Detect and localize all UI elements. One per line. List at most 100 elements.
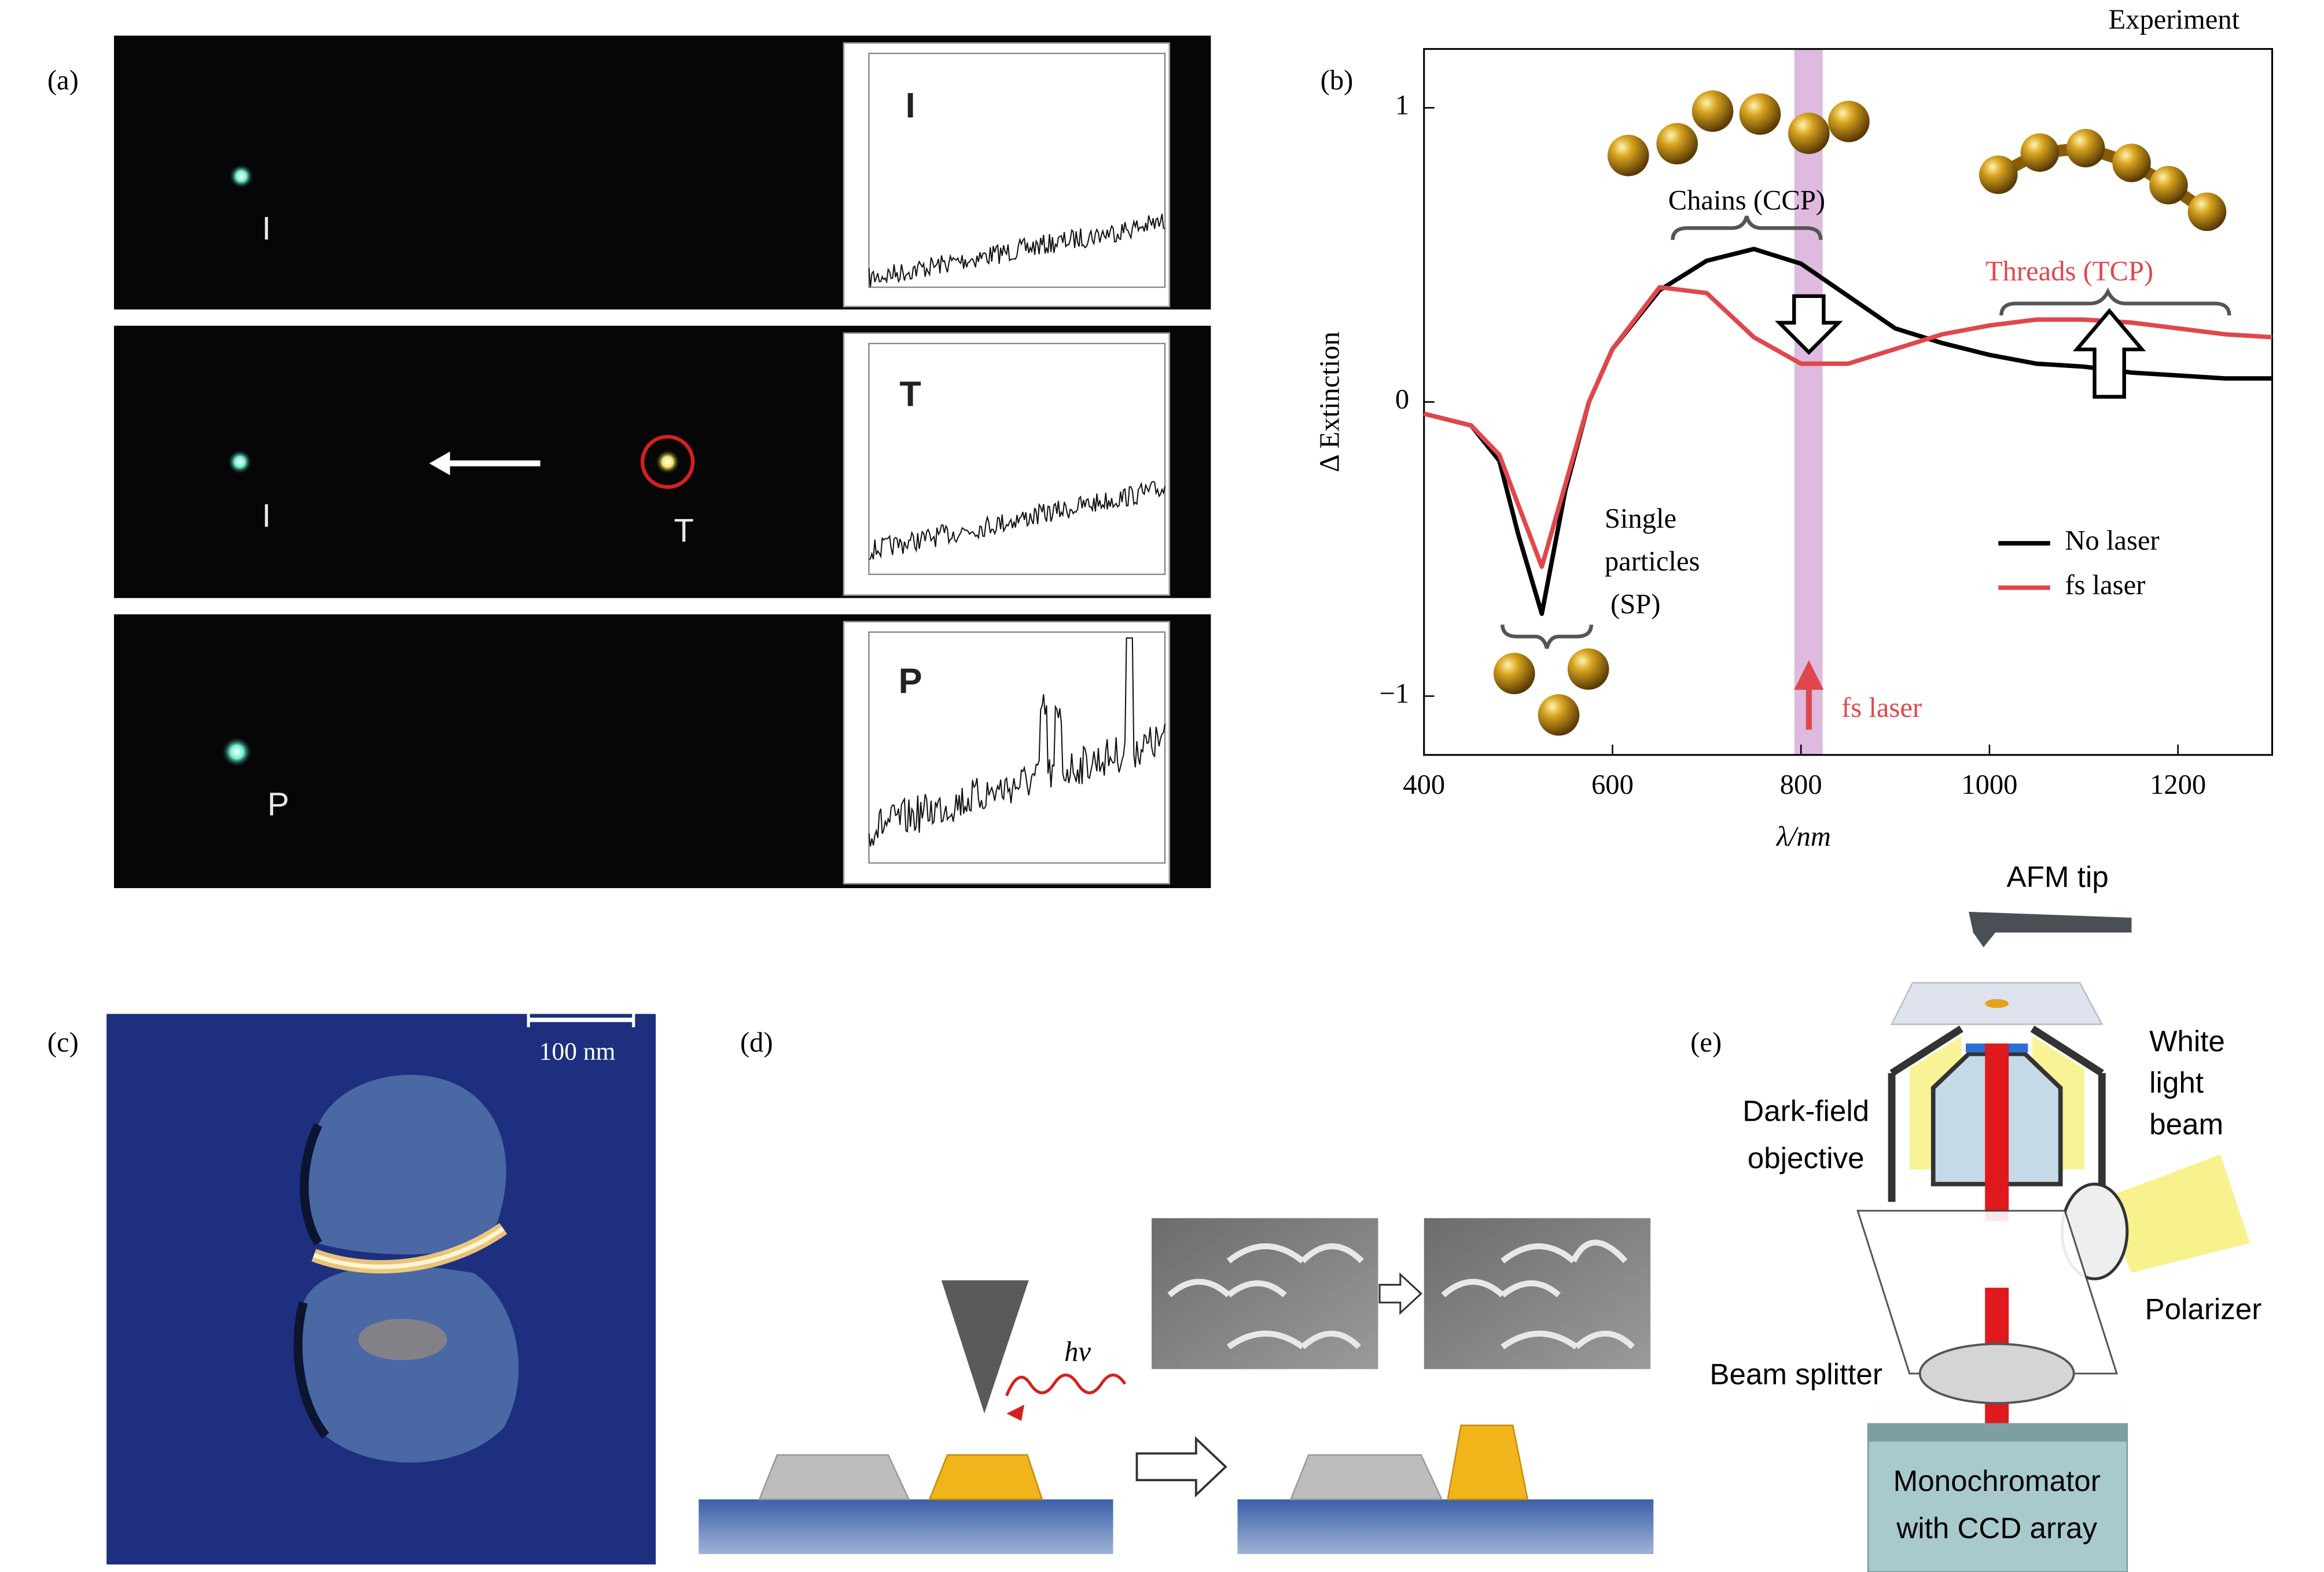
inset-label: I [906, 86, 915, 126]
junction [312, 1227, 505, 1269]
sem-feature [1441, 1239, 1635, 1350]
arrow-head [429, 451, 450, 476]
objective-housing [1888, 1025, 2106, 1202]
substrate [1237, 1499, 1654, 1555]
spectrum-trace [868, 213, 1165, 287]
white-beam [2102, 1154, 2251, 1273]
annotation: Experiment [2108, 4, 2240, 35]
process-arrow [1135, 1436, 1227, 1498]
photon-wave [1005, 1374, 1127, 1397]
panel-e: AFM tip White light beam Dark-field obje… [1709, 860, 2262, 1572]
inset [843, 42, 1171, 307]
spectrum-trace [869, 481, 1166, 560]
nanoparticle [2187, 192, 2227, 231]
x-tick-label: 400 [1403, 769, 1445, 800]
x-axis-label: λ/nm [1775, 821, 1831, 852]
inset-label: P [899, 661, 922, 701]
shadow [300, 1122, 322, 1246]
annotation: (SP) [1610, 588, 1660, 620]
spot [222, 737, 252, 767]
ccd-array [1868, 1423, 2127, 1442]
nanoparticle [1788, 112, 1830, 154]
brace [1671, 215, 1823, 240]
nanoparticle [2066, 128, 2105, 168]
sem-image [1152, 1218, 1378, 1369]
annotation: Chains (CCP) [1668, 185, 1825, 216]
nanoparticle [1607, 134, 1649, 176]
spot [227, 450, 252, 474]
label: White [2149, 1025, 2225, 1058]
sem-image [1424, 1218, 1651, 1369]
label: Polarizer [2145, 1293, 2262, 1326]
spot-label: I [262, 210, 271, 246]
nanoparticle [1828, 101, 1870, 142]
down-arrow [1774, 294, 1843, 355]
spot-label: I [262, 497, 271, 533]
label: with CCD array [1896, 1512, 2097, 1545]
afm-tip [941, 1280, 1029, 1414]
label: beam [2149, 1107, 2223, 1140]
legend-label: No laser [2065, 525, 2159, 556]
panel-label: (c) [47, 1026, 79, 1058]
disk-gray [1289, 1454, 1443, 1500]
inset-axes [868, 53, 1166, 288]
disk-gray [758, 1454, 910, 1500]
panel-label: (d) [740, 1026, 773, 1058]
brace [1999, 287, 2231, 316]
monochromator [1867, 1423, 2128, 1572]
nanoparticle [2112, 143, 2151, 182]
panel-b: 400 600 800 1000 1200 −1 0 1 λ/nm Δ Extinction No … [1314, 4, 2274, 852]
panel-c: 100 nm [106, 1012, 656, 1564]
substrate [698, 1499, 1113, 1555]
inset-label: T [899, 374, 921, 414]
panel-label: (b) [1321, 65, 1354, 96]
x-tick-label: 1000 [1961, 769, 2017, 800]
photon-label: hν [1064, 1336, 1091, 1367]
y-axis-label: Δ Extinction [1314, 332, 1345, 472]
up-arrow [2072, 308, 2146, 399]
label: light [2149, 1066, 2204, 1099]
signal-beam [1985, 1043, 2009, 1221]
annotation: fs laser [1841, 692, 1922, 723]
afm-cantilever [1969, 911, 2132, 948]
inset [843, 332, 1171, 596]
panel-label: (a) [47, 65, 79, 96]
y-tick-label: 0 [1395, 384, 1409, 415]
hotspot [358, 1319, 447, 1360]
panel-a: I I T P I T P [113, 35, 1211, 888]
y-tick-label: 1 [1395, 89, 1409, 120]
laser-band [1794, 49, 1823, 755]
label: Monochromator [1893, 1464, 2101, 1497]
panel-label: (e) [1690, 1026, 1722, 1058]
y-tick-label: −1 [1379, 678, 1409, 709]
disk-gold [1447, 1424, 1529, 1500]
nanoparticle [1493, 653, 1535, 694]
x-tick-label: 600 [1591, 769, 1634, 800]
nanoparticle [1739, 93, 1781, 135]
label: AFM tip [2006, 860, 2108, 893]
process-arrow [1378, 1272, 1422, 1315]
spot-label: T [674, 512, 694, 548]
scale-label: 100 nm [539, 1037, 616, 1065]
annotation: particles [1605, 546, 1700, 577]
photon-arrow [1006, 1404, 1025, 1421]
nanoparticle [1691, 90, 1734, 132]
nanoparticle [2149, 165, 2188, 205]
sample [1985, 999, 2009, 1008]
nanoparticle [1538, 694, 1580, 736]
label: Beam splitter [1709, 1358, 1882, 1391]
inset-axes [868, 631, 1166, 864]
nanoparticle [1656, 123, 1698, 165]
panel-d: hν [698, 1218, 1654, 1555]
spectrum-trace [868, 637, 1166, 847]
shadow [293, 1301, 329, 1439]
disk [300, 1074, 506, 1255]
beam-splitter-optic [1918, 1342, 2075, 1405]
annotation: Single [1605, 503, 1676, 534]
disk [298, 1265, 519, 1463]
spot [229, 164, 253, 189]
brace [1501, 624, 1594, 649]
label: objective [1748, 1142, 1865, 1175]
disk-gold [928, 1454, 1043, 1500]
